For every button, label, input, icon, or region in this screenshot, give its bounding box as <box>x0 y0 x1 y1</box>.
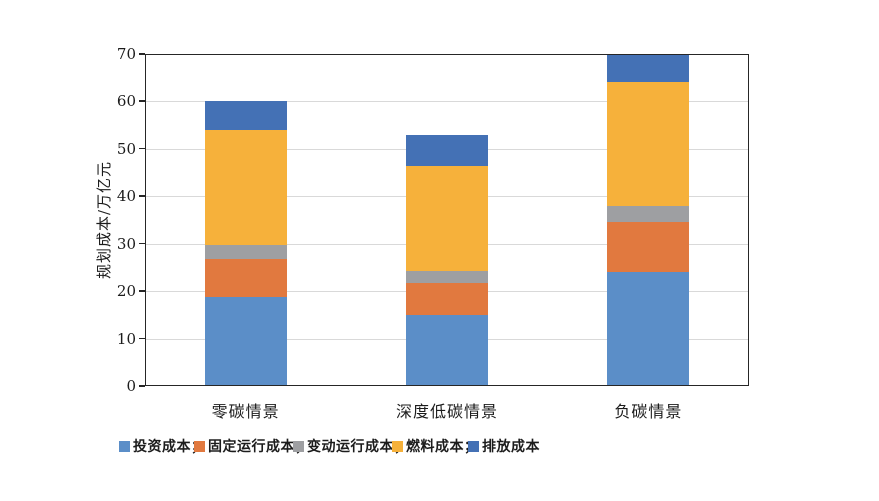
legend-swatch-icon-variable-om-cost <box>293 440 304 452</box>
x-category-label-2: 深度低碳情景 <box>395 402 498 421</box>
legend-label-variable-om-cost: 变动运行成本； <box>307 439 409 455</box>
bar-segment-investment-cost-3 <box>607 272 690 386</box>
legend-label-fixed-om-cost: 固定运行成本； <box>208 439 310 455</box>
y-tick-mark-70 <box>139 53 145 55</box>
bar-segment-variable-om-cost-2 <box>406 270 488 283</box>
y-tick-mark-60 <box>139 100 145 102</box>
y-tick-mark-0 <box>139 385 145 387</box>
legend-swatch-icon-fixed-om-cost <box>194 440 205 452</box>
y-tick-label-0: 0 <box>126 377 136 395</box>
x-category-label-1: 零碳情景 <box>211 402 280 421</box>
bar-segment-emission-cost-2 <box>406 134 488 167</box>
legend-label-investment-cost: 投资成本； <box>133 439 206 455</box>
legend-swatch-icon-emission-cost <box>468 440 479 452</box>
gridline-60 <box>145 101 749 103</box>
bar-segment-variable-om-cost-1 <box>204 244 287 259</box>
bar-segment-fixed-om-cost-2 <box>406 282 488 315</box>
y-tick-label-70: 70 <box>116 45 136 63</box>
bar-segment-emission-cost-1 <box>204 101 287 130</box>
bar-segment-fixed-om-cost-3 <box>607 222 690 273</box>
y-tick-label-30: 30 <box>116 234 136 253</box>
y-tick-label-60: 60 <box>116 92 136 111</box>
legend-item-emission-cost: 排放成本 <box>468 438 540 455</box>
x-category-label-3: 负碳情景 <box>614 402 683 421</box>
legend-label-emission-cost: 排放成本 <box>482 439 540 455</box>
y-tick-mark-40 <box>139 195 145 197</box>
bar-segment-variable-om-cost-3 <box>607 205 690 223</box>
legend-item-investment-cost: 投资成本； <box>119 438 206 455</box>
bar-segment-fuel-cost-1 <box>204 129 287 245</box>
bar-segment-fuel-cost-3 <box>607 82 690 206</box>
legend: 投资成本； 固定运行成本； 变动运行成本； 燃料成本； 排放成本 <box>0 437 879 457</box>
bar-segment-investment-cost-1 <box>204 297 287 386</box>
bar-segment-emission-cost-3 <box>607 54 690 83</box>
y-tick-mark-50 <box>139 147 145 150</box>
plot-area <box>145 54 749 386</box>
legend-item-variable-om-cost: 变动运行成本； <box>293 438 409 455</box>
legend-item-fuel-cost: 燃料成本； <box>392 438 479 455</box>
y-tick-mark-20 <box>139 290 145 292</box>
bar-segment-fuel-cost-2 <box>406 166 488 271</box>
legend-label-fuel-cost: 燃料成本； <box>406 439 479 455</box>
y-tick-label-40: 40 <box>116 187 136 206</box>
y-tick-mark-10 <box>139 337 145 340</box>
y-tick-label-20: 20 <box>116 282 136 301</box>
legend-item-fixed-om-cost: 固定运行成本； <box>194 438 310 455</box>
bar-segment-fixed-om-cost-1 <box>204 258 287 298</box>
y-tick-label-50: 50 <box>116 139 136 158</box>
y-axis-title: 规划成本/万亿元 <box>95 160 113 280</box>
legend-swatch-icon-fuel-cost <box>392 440 403 452</box>
legend-swatch-icon-investment-cost <box>119 440 130 452</box>
y-tick-label-10: 10 <box>116 329 136 348</box>
y-tick-mark-30 <box>139 242 145 245</box>
bar-segment-investment-cost-2 <box>406 314 488 386</box>
